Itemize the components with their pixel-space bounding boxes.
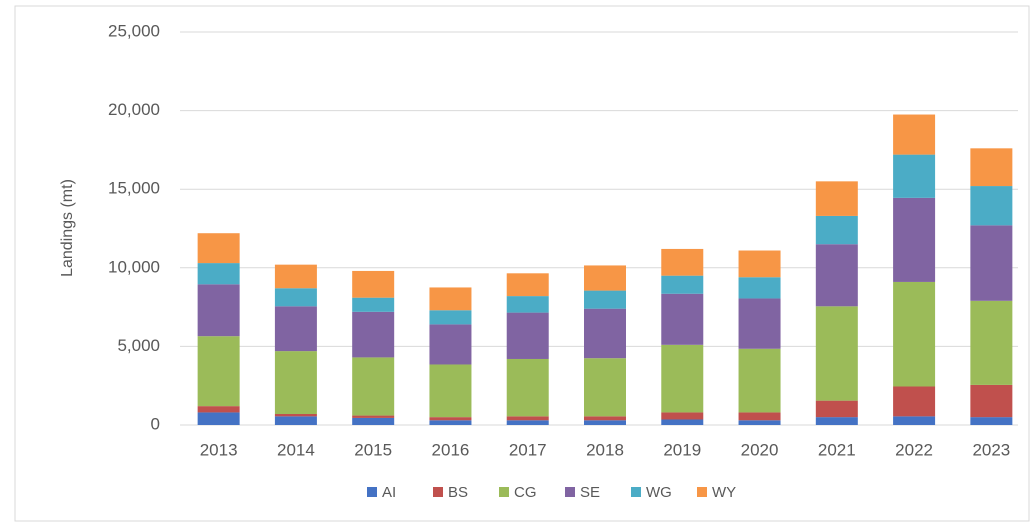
legend-swatch	[631, 487, 641, 497]
bar-segment	[274, 264, 317, 289]
bar-segment	[738, 277, 781, 299]
legend-label: SE	[580, 484, 600, 501]
bar-segment	[197, 336, 240, 407]
bar-segment	[352, 270, 395, 298]
bar-segment	[584, 290, 626, 309]
bar-segment	[274, 288, 317, 307]
bar-segment	[506, 273, 549, 297]
legend-swatch	[499, 487, 509, 497]
y-tick-label: 0	[151, 414, 160, 433]
y-tick-label: 15,000	[108, 179, 160, 198]
bar-segment	[738, 420, 781, 425]
legend-swatch	[565, 487, 575, 497]
bar-segment	[970, 186, 1013, 226]
bar-segment	[738, 250, 781, 278]
bar-segment	[893, 386, 936, 417]
bar-segment	[815, 181, 858, 216]
bar-segment	[506, 420, 549, 425]
legend-label: AI	[382, 484, 396, 501]
bar-segment	[352, 297, 395, 312]
bar-segment	[506, 296, 549, 313]
x-tick-label: 2013	[200, 440, 238, 459]
bar-segment	[429, 417, 472, 421]
bar-segment	[429, 287, 472, 311]
x-tick-label: 2019	[663, 440, 701, 459]
bar-segment	[893, 154, 936, 198]
bar-segment	[970, 384, 1013, 418]
bar-segment	[429, 420, 472, 425]
legend-label: WG	[646, 484, 672, 501]
bar-segment	[661, 248, 704, 276]
bar-segment	[815, 215, 858, 245]
x-tick-label: 2017	[509, 440, 547, 459]
bar-segment	[584, 420, 626, 425]
bar-segment	[352, 311, 395, 358]
y-tick-label: 25,000	[108, 21, 160, 40]
legend-swatch	[697, 487, 707, 497]
bar-segment	[197, 406, 240, 413]
bar-segment	[274, 413, 317, 417]
bar-segment	[197, 263, 240, 285]
bar-segment	[815, 400, 858, 418]
x-tick-label: 2023	[972, 440, 1010, 459]
bar-segment	[352, 357, 395, 416]
bar-segment	[661, 293, 704, 345]
bar-segment	[738, 348, 781, 413]
x-tick-label: 2018	[586, 440, 624, 459]
bar-segment	[893, 416, 936, 425]
bar-segment	[815, 417, 858, 425]
legend-swatch	[433, 487, 443, 497]
x-tick-label: 2022	[895, 440, 933, 459]
bar-segment	[893, 114, 936, 155]
bar-segment	[197, 233, 240, 264]
bar-segment	[661, 419, 704, 425]
bar-segment	[738, 298, 781, 349]
x-tick-label: 2016	[432, 440, 470, 459]
x-tick-label: 2021	[818, 440, 856, 459]
bar-segment	[815, 244, 858, 307]
bar-segment	[274, 306, 317, 352]
bar-segment	[584, 358, 626, 417]
bar-segment	[661, 275, 704, 294]
chart-frame	[14, 5, 1030, 522]
x-tick-label: 2020	[741, 440, 779, 459]
bar-segment	[970, 300, 1013, 385]
bar-segment	[506, 312, 549, 359]
bar-segment	[429, 324, 472, 365]
legend-label: BS	[448, 484, 468, 501]
bar-segment	[970, 417, 1013, 425]
bar-segment	[970, 225, 1013, 301]
bar-segment	[274, 351, 317, 414]
bar-segment	[429, 364, 472, 418]
bar-segment	[584, 308, 626, 359]
bar-segment	[815, 306, 858, 401]
y-tick-label: 10,000	[108, 257, 160, 276]
bar-segment	[661, 344, 704, 413]
bar-segment	[197, 412, 240, 425]
bar-segment	[661, 412, 704, 420]
bar-segment	[197, 284, 240, 337]
y-axis-label: Landings (mt)	[59, 179, 76, 277]
bar-segment	[738, 412, 781, 421]
bar-segment	[352, 417, 395, 425]
legend-label: WY	[712, 484, 736, 501]
bar-segment	[352, 415, 395, 418]
y-tick-label: 5,000	[117, 336, 160, 355]
bar-segment	[584, 265, 626, 291]
x-tick-label: 2014	[277, 440, 315, 459]
legend-swatch	[367, 487, 377, 497]
bar-segment	[506, 358, 549, 417]
bar-segment	[893, 197, 936, 282]
bar-segment	[274, 416, 317, 425]
legend-label: CG	[514, 484, 537, 501]
bar-segment	[970, 148, 1013, 187]
bar-segment	[429, 310, 472, 325]
x-tick-label: 2015	[354, 440, 392, 459]
bar-segment	[584, 416, 626, 421]
bar-segment	[893, 281, 936, 387]
y-tick-label: 20,000	[108, 100, 160, 119]
bar-segment	[506, 416, 549, 421]
